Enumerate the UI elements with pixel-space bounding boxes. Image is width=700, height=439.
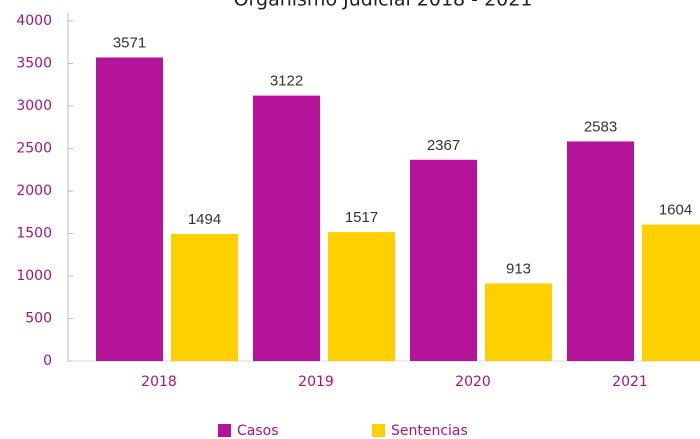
data-label: 3122 xyxy=(270,73,303,90)
bar xyxy=(96,57,163,362)
bar xyxy=(171,234,238,361)
legend-label: Casos xyxy=(237,423,279,439)
y-tick-label: 500 xyxy=(25,311,52,327)
bar xyxy=(567,141,634,361)
data-label: 3571 xyxy=(113,34,146,51)
x-tick-label: 2019 xyxy=(298,374,334,390)
bar xyxy=(642,224,700,361)
y-tick-label: 2500 xyxy=(16,141,52,157)
y-tick-label: 3000 xyxy=(16,98,52,114)
y-tick-label: 3500 xyxy=(16,56,52,72)
x-tick-label: 2021 xyxy=(612,374,648,390)
y-tick-label: 0 xyxy=(43,353,52,369)
chart-title: Organismo Judicial 2018 - 2021 xyxy=(234,0,533,11)
bar xyxy=(328,232,395,361)
data-label: 1494 xyxy=(188,211,221,228)
bar xyxy=(253,95,320,361)
legend-label: Sentencias xyxy=(391,423,468,439)
bar xyxy=(485,283,552,361)
bar xyxy=(410,159,477,361)
legend-swatch xyxy=(372,424,385,437)
x-tick-label: 2018 xyxy=(141,374,177,390)
data-label: 913 xyxy=(506,260,531,277)
data-label: 1604 xyxy=(659,202,692,219)
y-tick-label: 1500 xyxy=(16,226,52,242)
x-tick-label: 2020 xyxy=(455,374,491,390)
y-tick-label: 2000 xyxy=(16,183,52,199)
y-tick-label: 4000 xyxy=(16,13,52,29)
data-label: 2367 xyxy=(427,137,460,154)
data-label: 2583 xyxy=(584,118,617,135)
y-tick-label: 1000 xyxy=(16,268,52,284)
legend-swatch xyxy=(218,424,231,437)
data-label: 1517 xyxy=(345,209,378,226)
